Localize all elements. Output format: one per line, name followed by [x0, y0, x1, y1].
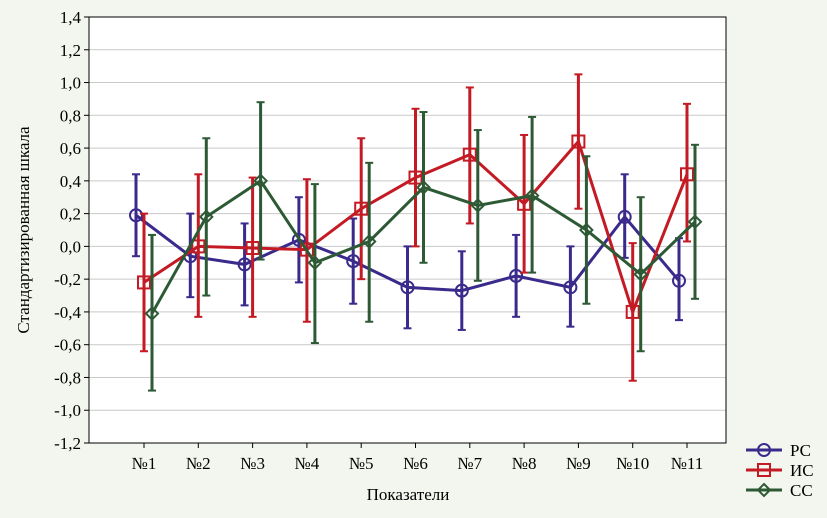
data-point: [137, 275, 151, 290]
data-point: [578, 222, 594, 238]
legend-label: СС: [790, 481, 813, 500]
data-point: [633, 266, 649, 282]
x-tick-label: №5: [349, 454, 374, 473]
y-tick-label: -0,2: [54, 270, 81, 289]
data-point: [416, 179, 431, 195]
legend-label: ИС: [790, 461, 814, 480]
legend-label: РС: [790, 441, 811, 460]
y-tick-label: 0,4: [60, 172, 82, 191]
x-tick-label: №1: [132, 454, 157, 473]
data-point: [245, 241, 260, 256]
data-point: [571, 134, 586, 149]
x-tick-label: №8: [512, 454, 537, 473]
x-tick-label: №2: [186, 454, 211, 473]
y-axis-ticks: -1,2 -1,0 -0,8 -0,6 -0,4 -0,2 0,0 0,2 0,4 0,6 0,8 1…: [54, 8, 89, 453]
x-tick-label: №10: [616, 454, 649, 473]
x-tick-label: №3: [240, 454, 265, 473]
data-point: [400, 280, 415, 295]
data-point: [687, 214, 703, 230]
data-point: [470, 198, 486, 213]
series-line: [150, 178, 697, 315]
y-tick-label: 0,0: [60, 237, 81, 256]
data-point: [625, 304, 640, 319]
data-point: [672, 273, 686, 288]
data-point: [299, 242, 314, 257]
y-tick-label: 0,8: [60, 106, 81, 125]
x-axis-label: Показатели: [367, 485, 450, 504]
data-point: [617, 209, 632, 224]
data-point: [680, 167, 694, 182]
data-point: [509, 268, 524, 283]
data-point: [129, 208, 143, 223]
data-point: [307, 255, 323, 271]
legend-item: ИС: [746, 461, 814, 480]
x-tick-label: №9: [566, 454, 591, 473]
data-point: [198, 209, 214, 225]
data-point: [237, 257, 252, 272]
data-point: [454, 283, 469, 298]
legend-item: СС: [746, 481, 813, 500]
y-tick-label: 1,4: [60, 8, 82, 27]
y-tick-label: -1,2: [54, 434, 81, 453]
x-tick-label: №4: [295, 454, 320, 473]
y-tick-label: 1,2: [60, 41, 81, 60]
y-tick-label: -0,4: [54, 303, 81, 322]
data-point: [191, 239, 206, 254]
series-layer: [129, 73, 703, 392]
x-tick-label: №7: [457, 454, 482, 473]
data-point: [524, 188, 540, 204]
data-point: [291, 232, 306, 247]
data-point: [408, 170, 423, 185]
legend-marker: [757, 463, 771, 477]
plot-area: [89, 17, 726, 443]
data-point: [462, 147, 477, 162]
data-point: [361, 234, 377, 249]
legend-item: РС: [746, 441, 811, 460]
series-3: [144, 101, 703, 392]
y-tick-label: 1,0: [60, 74, 81, 93]
y-tick-label: 0,6: [60, 139, 81, 158]
data-point: [346, 254, 361, 269]
data-point: [144, 306, 160, 321]
x-tick-label: №11: [671, 454, 704, 473]
legend-marker: [756, 482, 772, 498]
data-point: [354, 201, 369, 216]
data-point: [563, 280, 578, 295]
y-tick-label: 0,2: [60, 205, 81, 224]
series-2: [137, 73, 694, 382]
y-axis-label: Стандартизированная шкала: [14, 126, 33, 334]
series-line: [143, 138, 689, 317]
y-tick-label: -0,8: [54, 368, 81, 387]
y-tick-label: -0,6: [54, 336, 81, 355]
y-tick-label: -1,0: [54, 401, 81, 420]
plot-frame: [88, 16, 727, 444]
data-point: [253, 173, 269, 189]
x-axis-ticks: №1 №2 №3 №4 №5 №6 №7 №8 №9 №10 №11: [132, 443, 704, 473]
series-line: [135, 214, 681, 293]
legend-marker: [757, 443, 771, 457]
x-tick-label: №6: [403, 454, 428, 473]
